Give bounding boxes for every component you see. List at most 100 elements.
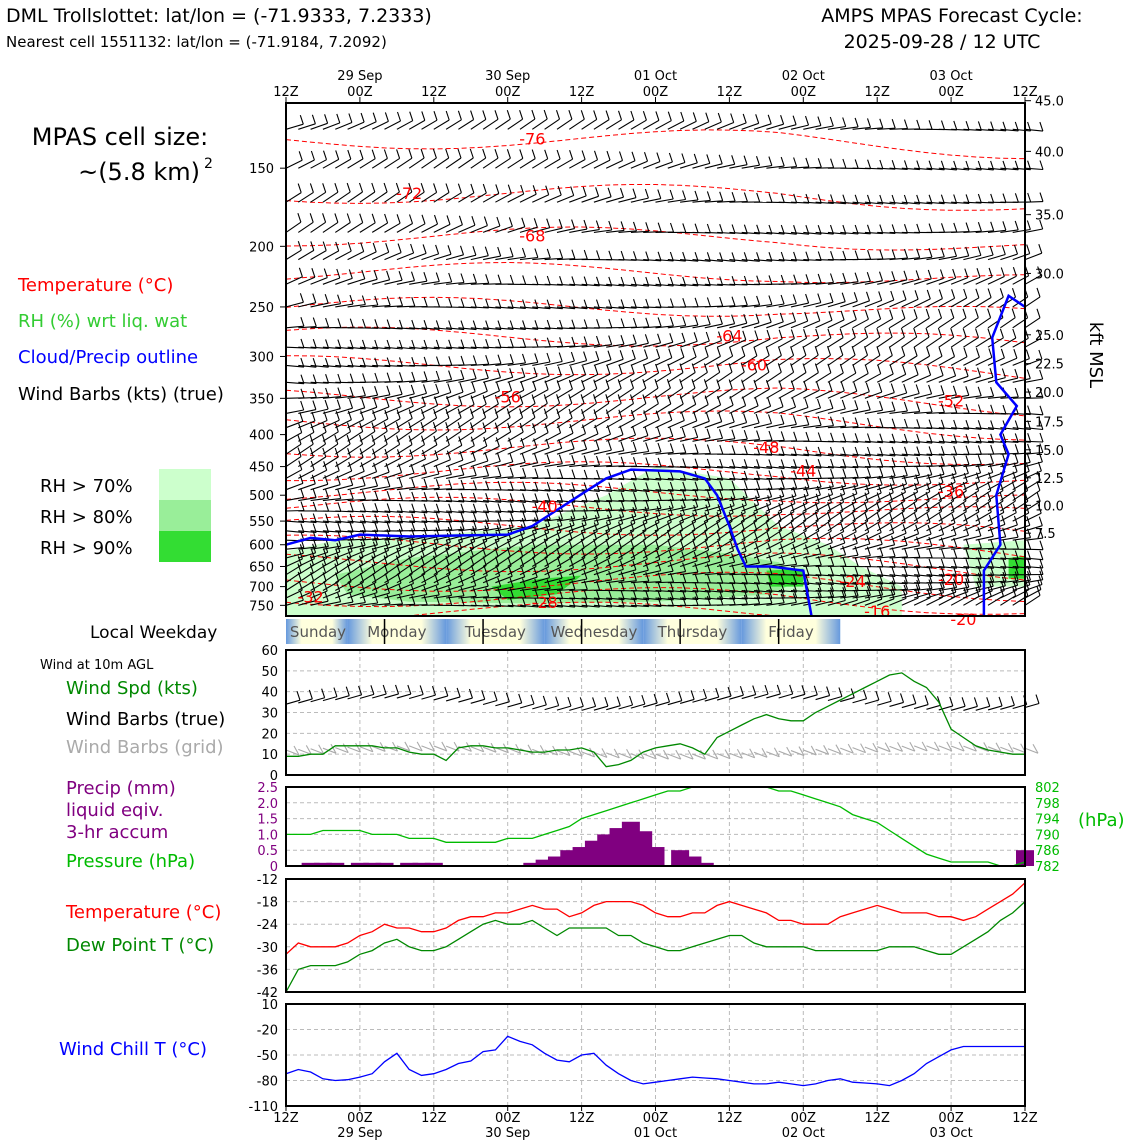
wind-barb-flag <box>855 433 858 442</box>
wind-barb-flag <box>828 346 831 355</box>
wind-barb-true <box>360 694 374 698</box>
wind-barb-flag <box>411 385 414 394</box>
wind-barb-flag <box>362 399 365 408</box>
wind-barb-flag <box>843 251 846 260</box>
wind-barb <box>705 405 721 414</box>
time-tick-label-bottom: 12Z <box>864 1111 890 1126</box>
date-label-bottom: 03 Oct <box>930 1126 973 1140</box>
wind-barb-flag <box>557 394 560 403</box>
wind-barb-flag <box>855 418 858 427</box>
wind-barb-flag <box>520 110 523 119</box>
wind-barb-flag <box>424 371 427 380</box>
wind-barb-flag <box>557 150 560 159</box>
wind-barb-flag <box>594 394 597 403</box>
temperature-label: -20 <box>950 610 976 629</box>
wind-barb <box>988 338 1003 347</box>
wind-barb-flag <box>301 401 304 410</box>
wind-barb-flag <box>535 353 538 362</box>
wind-barb-flag <box>522 453 525 462</box>
wind-barb-flag <box>781 194 784 203</box>
wind-barb <box>471 193 487 202</box>
wind-barb-flag <box>855 159 858 168</box>
wind-barb-flag <box>769 157 772 166</box>
wind-barb-flag <box>988 329 991 338</box>
pressure-tick-label: 782 <box>1035 860 1060 875</box>
wind-barb-flag <box>717 347 720 356</box>
wind-barb-flag <box>744 296 747 305</box>
wind-barb-flag <box>904 271 907 280</box>
wind-barb-flag <box>853 364 856 373</box>
wind-barb-flag <box>841 382 844 391</box>
wind-barb-flag <box>473 480 476 489</box>
wind-barb-flag <box>646 443 649 452</box>
pressure-tick-label: 550 <box>249 515 274 530</box>
wind-barb-flag <box>806 416 809 425</box>
wind-barb-flag <box>671 223 674 232</box>
wind-barb <box>927 337 942 347</box>
wind-barb-flag <box>360 214 363 223</box>
wind-barb-flag <box>572 337 575 346</box>
wind-barb <box>323 251 339 260</box>
wind-barb-flag <box>470 149 473 158</box>
wind-barb <box>409 158 424 168</box>
wind-barb <box>902 318 917 328</box>
wind-barb-flag <box>1037 309 1040 318</box>
wind-barb-true <box>372 694 386 698</box>
wind-barb-flag <box>397 149 400 158</box>
wind-barb <box>914 318 929 328</box>
pressure-tick-label: 700 <box>249 581 274 596</box>
wind-barb-flag <box>485 247 488 256</box>
wind-barb-flag <box>461 480 464 489</box>
wind-barb <box>594 120 609 130</box>
wind-barb-flag <box>424 492 427 501</box>
wind-barb-flag <box>720 224 723 233</box>
wind-barb-flag <box>694 332 697 341</box>
wind-barb-true-flag <box>679 692 682 701</box>
kft-tick-label: 30.0 <box>1035 267 1064 282</box>
wind-barb-flag <box>732 297 735 306</box>
wind-barb-true <box>520 704 534 708</box>
wind-barb-flag <box>670 443 673 452</box>
wind-barb-flag <box>978 222 981 231</box>
wind-barb-flag <box>299 424 302 433</box>
temperature-label: -20 <box>938 570 964 589</box>
wind-barb-flag <box>965 367 968 376</box>
wind-barb <box>840 355 855 365</box>
wind-barb-flag <box>347 183 350 192</box>
wind-barb-flag <box>705 348 708 357</box>
wind-barb-true-flag <box>974 697 977 706</box>
wind-barb-flag <box>398 398 401 407</box>
dew-panel-label: Dew Point T (°C) <box>66 935 214 956</box>
wind-barb-flag <box>939 347 942 356</box>
wind-barb <box>939 337 954 347</box>
wind-barb-flag <box>818 158 821 167</box>
wind-barb-flag <box>892 271 895 280</box>
wind-barb-flag <box>843 118 846 127</box>
wind-barb-flag <box>375 477 378 486</box>
pressure-tick-label: 802 <box>1035 781 1060 796</box>
pressure-tick-label: 250 <box>249 301 274 316</box>
wind-barb <box>446 120 461 130</box>
wind-barb-flag <box>966 121 969 130</box>
wind-barb <box>298 222 313 232</box>
wind-barb-flag <box>929 466 932 475</box>
wind-barb-flag <box>988 309 991 318</box>
wind-barb-flag <box>597 456 600 465</box>
wind-barb-flag <box>546 186 549 195</box>
wind-barb-flag <box>929 385 932 394</box>
wind-barb-flag <box>597 319 600 328</box>
wind-barb-flag <box>423 450 426 459</box>
wind-barb-flag <box>609 221 612 230</box>
wind-barb-flag <box>312 115 315 124</box>
legend-rh90: RH > 90% <box>40 538 133 559</box>
wind-barb-flag <box>509 217 512 226</box>
y-tick-label: 2.5 <box>257 781 278 796</box>
wind-barb-flag <box>572 470 575 479</box>
wind-barb-flag <box>410 215 413 224</box>
date-label-bottom: 30 Sep <box>485 1126 530 1140</box>
wind-barb-true <box>446 697 460 701</box>
wind-barb-flag <box>498 247 501 256</box>
wind-barb <box>939 357 955 366</box>
wind-barb-flag <box>889 347 892 356</box>
